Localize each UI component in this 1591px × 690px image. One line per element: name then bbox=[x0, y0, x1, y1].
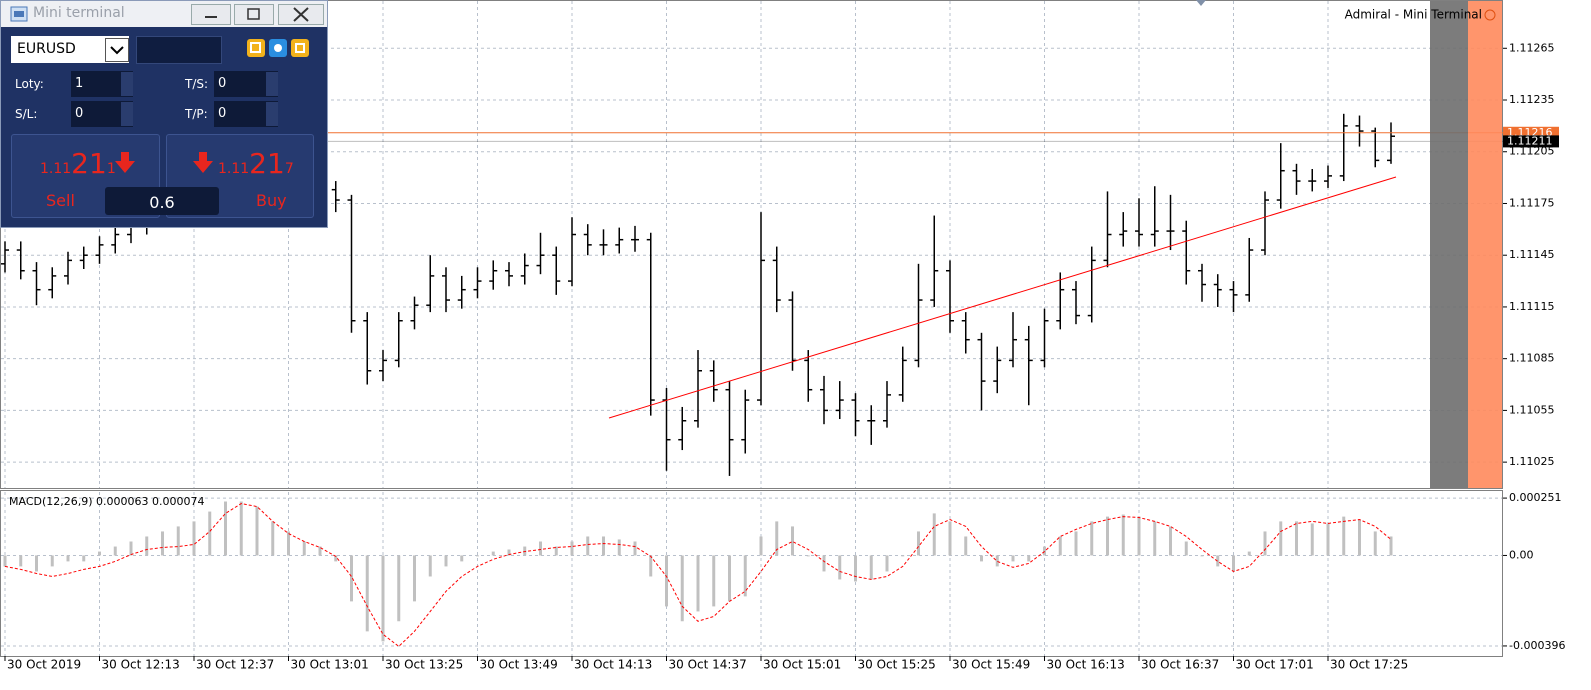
x-tick-label: 30 Oct 2019 bbox=[7, 658, 81, 672]
sell-big: 21 bbox=[71, 147, 107, 180]
title-bar: Mini terminal bbox=[1, 1, 327, 27]
spread-box: 0.6 bbox=[105, 187, 219, 215]
y-tick-label: 1.11265 bbox=[1509, 41, 1555, 54]
symbol-select[interactable]: EURUSD bbox=[11, 36, 129, 63]
minimize-button[interactable] bbox=[191, 4, 231, 25]
x-tick-label: 30 Oct 15:25 bbox=[858, 658, 936, 672]
restore-button[interactable] bbox=[234, 4, 274, 25]
toolbar-icons bbox=[247, 39, 309, 57]
icon bbox=[293, 7, 309, 22]
marks bbox=[1, 113, 1503, 648]
buy-big: 21 bbox=[249, 147, 285, 180]
buy-prefix: 1.11 bbox=[218, 161, 250, 177]
y-tick-label: 1.11085 bbox=[1509, 352, 1555, 365]
sl: 0 bbox=[75, 106, 84, 121]
signal-line bbox=[4, 503, 1392, 648]
x-tick-label: 30 Oct 16:13 bbox=[1047, 658, 1125, 672]
ts-label: T/S: bbox=[185, 77, 209, 91]
x-tick-label: 30 Oct 15:01 bbox=[763, 658, 841, 672]
symbol: EURUSD bbox=[17, 41, 76, 57]
x-tick-label: 30 Oct 12:37 bbox=[196, 658, 274, 672]
window-title: Mini terminal bbox=[33, 5, 125, 21]
tp: 0 bbox=[218, 106, 227, 121]
marker bbox=[1196, 0, 1206, 6]
x-tick-label: 30 Oct 12:13 bbox=[102, 658, 180, 672]
trendline bbox=[608, 176, 1397, 419]
icon bbox=[247, 8, 260, 20]
grid bbox=[1, 1, 1507, 661]
y-tick-label: 1.11205 bbox=[1509, 145, 1555, 158]
y-tick-label: 1.11175 bbox=[1509, 196, 1555, 209]
down-arrow bbox=[193, 152, 213, 173]
sl-label: S/L: bbox=[15, 107, 38, 121]
y-tick-label: -0.000396 bbox=[1509, 639, 1565, 652]
x-tick-label: 30 Oct 13:49 bbox=[480, 658, 558, 672]
x-tick-label: 30 Oct 14:37 bbox=[669, 658, 747, 672]
buy-price: 1.11217 bbox=[218, 147, 294, 180]
sell-suffix: 1 bbox=[106, 161, 116, 177]
macd-title: MACD(12,26,9) 0.000063 0.000074 bbox=[9, 495, 205, 508]
y-tick-label: 1.11025 bbox=[1509, 455, 1555, 468]
spinner[interactable] bbox=[121, 102, 133, 126]
ts: 0 bbox=[218, 76, 227, 91]
spinner[interactable] bbox=[266, 102, 278, 126]
y-tick-label: 0.000251 bbox=[1509, 491, 1562, 504]
x-tick-label: 30 Oct 16:37 bbox=[1141, 658, 1219, 672]
tp-label: T/P: bbox=[185, 107, 208, 121]
app-icon bbox=[10, 6, 28, 22]
ts-input[interactable]: 0 bbox=[214, 71, 278, 97]
annotation: Admiral - Mini Terminal bbox=[1345, 8, 1482, 22]
buy-label: Buy bbox=[256, 191, 287, 210]
y-tick-label: 0.00 bbox=[1509, 548, 1534, 561]
icon bbox=[110, 46, 124, 55]
y-tick-label: 1.11145 bbox=[1509, 248, 1555, 261]
x-tick-label: 30 Oct 17:01 bbox=[1236, 658, 1314, 672]
x-tick-label: 30 Oct 15:49 bbox=[952, 658, 1030, 672]
spinner[interactable] bbox=[121, 72, 133, 96]
x-tick-label: 30 Oct 14:13 bbox=[574, 658, 652, 672]
x-tick-label: 30 Oct 13:01 bbox=[291, 658, 369, 672]
spinner[interactable] bbox=[266, 72, 278, 96]
y-tick-label: 1.11115 bbox=[1509, 300, 1555, 313]
mini-terminal: Mini terminal EURUSD Loty: 1 T/S: 0 S/L:… bbox=[0, 0, 328, 228]
x-tick-label: 30 Oct 13:25 bbox=[385, 658, 463, 672]
lots: 1 bbox=[75, 76, 84, 91]
price-label-bg bbox=[1503, 126, 1559, 139]
sell-price: 1.11211 bbox=[40, 147, 116, 180]
lots-label: Loty: bbox=[15, 77, 44, 91]
sl-input[interactable]: 0 bbox=[71, 101, 133, 127]
down-arrow bbox=[115, 152, 135, 173]
tp-input[interactable]: 0 bbox=[214, 101, 278, 127]
y-tick-label: 1.11055 bbox=[1509, 403, 1555, 416]
lots-input[interactable]: 1 bbox=[71, 71, 133, 97]
buy-suffix: 7 bbox=[284, 161, 294, 177]
sidebar-gray bbox=[1430, 1, 1468, 488]
icon bbox=[205, 16, 217, 18]
sell-label: Sell bbox=[46, 191, 75, 210]
price-label-bg bbox=[1503, 135, 1559, 148]
close-button[interactable] bbox=[278, 4, 324, 25]
price-label: 1.11211 bbox=[1507, 134, 1553, 147]
empty-field bbox=[136, 36, 222, 64]
sell-prefix: 1.11 bbox=[40, 161, 72, 177]
y-tick-label: 1.11235 bbox=[1509, 93, 1555, 106]
spread: 0.6 bbox=[149, 193, 175, 212]
dropdown[interactable] bbox=[105, 38, 129, 62]
macd-pane bbox=[0, 490, 1503, 657]
x-tick-label: 30 Oct 17:25 bbox=[1330, 658, 1408, 672]
sidebar-orange bbox=[1468, 1, 1502, 488]
smiley bbox=[1484, 9, 1496, 21]
